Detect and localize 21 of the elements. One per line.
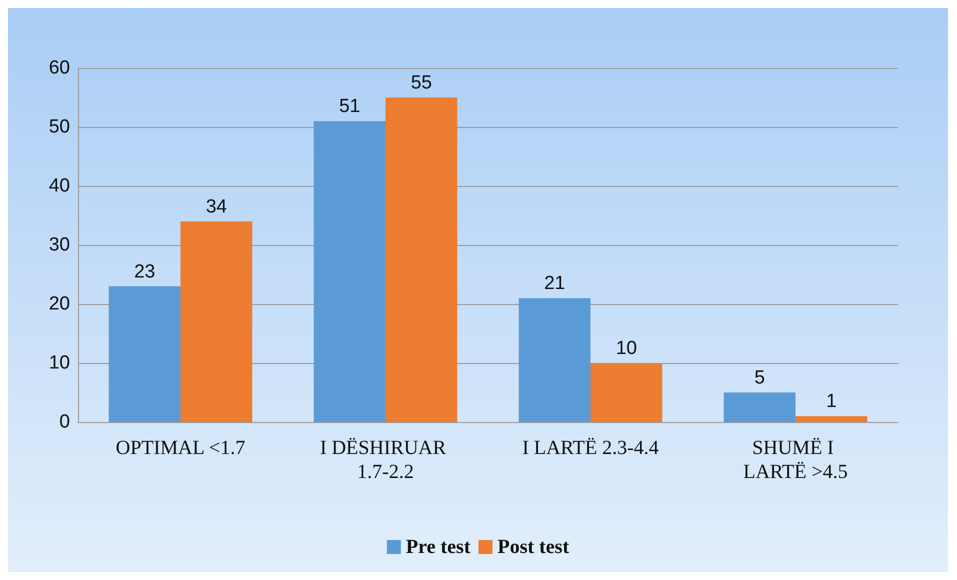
x-tick-label: SHUMË I LARTË >4.5 xyxy=(743,437,848,483)
data-label: 5 xyxy=(754,368,765,388)
y-tick-label: 30 xyxy=(48,234,70,256)
data-label: 1 xyxy=(826,391,837,412)
y-tick-label: 20 xyxy=(48,294,70,314)
data-label: 23 xyxy=(134,261,156,282)
data-label: 21 xyxy=(544,273,566,294)
data-label: 10 xyxy=(616,338,637,359)
data-label: 55 xyxy=(410,72,432,94)
legend-label: Pre test xyxy=(406,536,471,558)
x-tick-label: I DËSHIRUAR 1.7-2.2 xyxy=(320,437,452,483)
data-label: 51 xyxy=(339,96,360,118)
data-label: 34 xyxy=(206,196,228,218)
y-tick-label: 0 xyxy=(59,412,70,432)
y-tick-label: 60 xyxy=(48,58,70,78)
x-tick-label: I LARTË 2.3-4.4 xyxy=(522,437,659,459)
y-tick-label: 50 xyxy=(48,116,70,138)
y-tick-label: 10 xyxy=(48,352,70,374)
legend-label: Post test xyxy=(497,536,570,558)
y-tick-label: 40 xyxy=(48,176,70,196)
x-tick-label: OPTIMAL <1.7 xyxy=(116,437,246,459)
